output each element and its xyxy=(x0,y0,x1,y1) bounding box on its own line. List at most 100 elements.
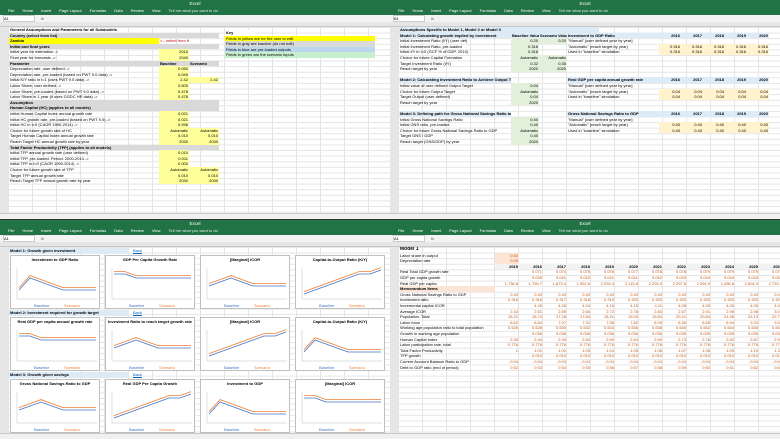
cell[interactable]: 8.65 xyxy=(702,319,710,325)
cell[interactable]: -0.04 xyxy=(556,359,566,364)
cell[interactable]: 0.010 xyxy=(189,172,219,179)
cell[interactable]: 0.60 xyxy=(702,364,710,370)
cell[interactable]: 0.010 xyxy=(747,353,758,359)
name-box[interactable]: A1 xyxy=(3,235,35,242)
name-box[interactable]: A1 xyxy=(393,235,425,242)
cell[interactable]: 0.776 xyxy=(771,342,780,348)
cell[interactable]: 2016 xyxy=(659,111,681,117)
cell[interactable]: 0.40 xyxy=(774,291,780,297)
cell[interactable]: 0.010 xyxy=(555,353,566,359)
cell[interactable]: 0.079 xyxy=(699,269,710,275)
cell[interactable]: 0.500 xyxy=(159,83,189,89)
cell[interactable]: 0.40 xyxy=(510,291,518,297)
cell[interactable]: Choice for future Capital Formation xyxy=(400,55,463,60)
cell[interactable]: 16.74 xyxy=(531,314,542,320)
cell[interactable]: 0.043 xyxy=(675,275,686,280)
cell[interactable]: 0.776 xyxy=(555,342,566,348)
cell[interactable]: 0.318 xyxy=(579,297,590,303)
cell[interactable]: 2020 xyxy=(511,66,539,72)
cell[interactable]: 2019 xyxy=(591,263,615,270)
cell[interactable]: 0.546 xyxy=(747,325,758,331)
cell[interactable]: 4.05 xyxy=(750,303,758,308)
cell[interactable]: Automatic xyxy=(189,127,219,134)
cell[interactable]: 9.24 xyxy=(750,319,758,325)
cell[interactable]: 0.40 xyxy=(747,122,769,128)
cell[interactable]: 2019 xyxy=(725,111,747,117)
cell[interactable]: 0.534 xyxy=(603,325,614,331)
cell[interactable]: 9.55 xyxy=(774,319,780,325)
cell[interactable]: 2.59 xyxy=(558,308,566,314)
cell[interactable]: Reach target by year xyxy=(400,66,438,72)
cell[interactable]: 0.936 xyxy=(159,122,189,128)
cell[interactable]: 22.13 xyxy=(747,314,758,320)
cell[interactable]: 1.02 xyxy=(558,347,566,353)
cell[interactable]: 2020 xyxy=(539,66,567,72)
cell[interactable]: 0.021 xyxy=(159,116,189,123)
back-link[interactable]: Back xyxy=(133,248,142,253)
cell[interactable]: 0.010 xyxy=(603,353,614,359)
cell[interactable]: 2,203.9 xyxy=(648,280,662,286)
cell[interactable]: Reach target by year xyxy=(400,99,438,105)
cell[interactable]: Baseline xyxy=(159,60,189,67)
cell[interactable]: Labor force xyxy=(400,319,421,325)
cell[interactable]: Real GDP per capita xyxy=(400,280,437,286)
cell[interactable]: Memorandum Items xyxy=(399,286,495,292)
cell[interactable]: Target Output (user defined) xyxy=(400,94,451,100)
cell[interactable]: Incremental capital ICOR xyxy=(400,303,445,308)
cell[interactable]: 0.035 xyxy=(747,331,758,336)
cell[interactable]: Investment to GDP Ratio xyxy=(567,32,659,39)
cell[interactable]: 0.079 xyxy=(723,269,734,275)
ribbon-tab[interactable]: Insert xyxy=(431,8,442,13)
cell[interactable]: Final year for forecasts -> xyxy=(10,55,56,60)
cell[interactable]: 0.010 xyxy=(159,150,189,156)
cell[interactable]: 2.72 xyxy=(606,308,614,314)
cell[interactable]: 0.320 xyxy=(699,297,710,303)
cell[interactable]: 1,952.6 xyxy=(576,280,590,286)
cell[interactable]: 0.538 xyxy=(651,325,662,331)
ribbon-tab[interactable]: Data xyxy=(114,228,123,233)
cell[interactable]: 1,873.4 xyxy=(552,280,566,286)
cell[interactable]: 4.45 xyxy=(534,303,542,308)
cell[interactable]: 0.050 xyxy=(159,66,189,72)
cell[interactable]: 0.528 xyxy=(531,325,542,331)
cell[interactable]: Labor Share, user defined -> xyxy=(10,83,62,88)
cell[interactable]: 2020 xyxy=(747,77,769,83)
cell[interactable]: 0.05 xyxy=(495,258,519,264)
cell[interactable]: Baseline Value xyxy=(511,32,539,39)
cell[interactable]: Labor participation rate, total xyxy=(400,342,451,348)
cell[interactable]: Model 3: Defining path for Gross Nationa… xyxy=(399,111,511,117)
ribbon-tab[interactable]: Home xyxy=(22,228,34,233)
cell[interactable]: 6.62 xyxy=(510,319,518,325)
cell[interactable]: 0.316 xyxy=(725,49,747,55)
cell[interactable]: Growth in working age population xyxy=(400,331,460,336)
cell[interactable]: 0.04 xyxy=(703,94,725,100)
cell[interactable]: Automatic xyxy=(511,88,539,95)
cell[interactable]: 16.21 xyxy=(507,314,518,320)
cell[interactable]: 7.82 xyxy=(630,319,638,325)
cell[interactable]: 0.010 xyxy=(675,353,686,359)
cell[interactable]: 2021 xyxy=(639,263,663,270)
cell[interactable]: -0.04 xyxy=(652,359,662,364)
cell[interactable]: 1,738.8 xyxy=(504,280,518,286)
cell[interactable]: 18.41 xyxy=(603,314,614,320)
cell[interactable]: 2.78 xyxy=(702,336,710,342)
cell[interactable]: 2.78 xyxy=(630,308,638,314)
ribbon-tab[interactable]: Home xyxy=(412,228,424,233)
cell[interactable]: 0.40 xyxy=(659,122,681,128)
tell-me[interactable]: Tell me what you want to do xyxy=(558,8,608,13)
cell[interactable]: 0.010 xyxy=(699,353,710,359)
cell[interactable]: 0.40 xyxy=(681,122,703,128)
cell[interactable]: 0.035 xyxy=(699,331,710,336)
cell[interactable]: 2018 xyxy=(567,263,591,270)
cell[interactable]: 0.40 xyxy=(630,291,638,297)
ribbon-tab[interactable]: Insert xyxy=(41,228,52,233)
cell[interactable]: -0.04 xyxy=(628,359,638,364)
cell[interactable]: "Manual" [user defined year by year] xyxy=(568,116,633,122)
cell[interactable]: 1.11 xyxy=(774,347,780,353)
cell[interactable]: 0.63 xyxy=(495,252,519,259)
cell[interactable]: 0.041 xyxy=(603,275,614,280)
cell[interactable]: 0.041 xyxy=(555,275,566,280)
cell[interactable]: 0.59 xyxy=(678,364,686,370)
cell[interactable]: 4.24 xyxy=(582,303,590,308)
cell[interactable]: 0.20 xyxy=(539,38,567,44)
